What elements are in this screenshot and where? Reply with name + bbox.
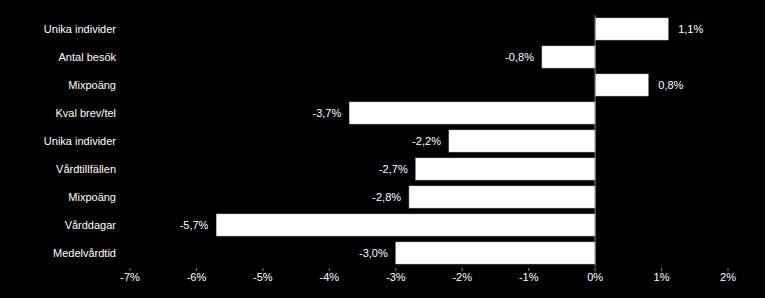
x-tick-label: -1% (519, 271, 539, 283)
data-label: 0,8% (658, 79, 683, 91)
chart-svg: -7% -6% -5% -4% -3% -2% -1% 0% 1% 2% Unika individ… (0, 0, 765, 298)
bar (396, 242, 595, 264)
x-tick-label: 0% (587, 271, 603, 283)
x-tick-label: -4% (320, 271, 340, 283)
background (0, 0, 765, 298)
data-label: -5,7% (180, 219, 209, 231)
x-tick-label: 2% (720, 271, 736, 283)
x-tick-label: -5% (253, 271, 273, 283)
category-label: Antal besök (59, 51, 117, 63)
bar (409, 186, 595, 208)
data-label: -0,8% (505, 51, 534, 63)
bar (595, 74, 648, 96)
x-tick-label: -7% (120, 271, 140, 283)
zero-line (595, 15, 596, 267)
category-label: Kval brev/tel (55, 107, 116, 119)
category-label: Medelvårdtid (53, 247, 116, 259)
category-label: Unika individer (44, 23, 116, 35)
data-label: -3,0% (359, 247, 388, 259)
bar (216, 214, 595, 236)
bars (216, 18, 668, 264)
data-label: -2,8% (372, 191, 401, 203)
category-label: Unika individer (44, 135, 116, 147)
bar (449, 130, 595, 152)
chart-container: -7% -6% -5% -4% -3% -2% -1% 0% 1% 2% Unika individ… (0, 0, 765, 298)
category-label: Vårddagar (65, 219, 117, 231)
data-label: -3,7% (313, 107, 342, 119)
data-label: -2,2% (412, 135, 441, 147)
x-tick-label: 1% (654, 271, 670, 283)
x-tick-label: -3% (386, 271, 406, 283)
bar (595, 18, 668, 40)
category-label: Vårdtillfällen (56, 163, 116, 175)
category-label: Mixpoäng (68, 191, 116, 203)
data-label: -2,7% (379, 163, 408, 175)
bar (349, 102, 595, 124)
bar (542, 46, 595, 68)
x-tick-label: -2% (452, 271, 472, 283)
category-label: Mixpoäng (68, 79, 116, 91)
bar (416, 158, 595, 180)
data-label: 1,1% (678, 23, 703, 35)
x-tick-label: -6% (187, 271, 207, 283)
